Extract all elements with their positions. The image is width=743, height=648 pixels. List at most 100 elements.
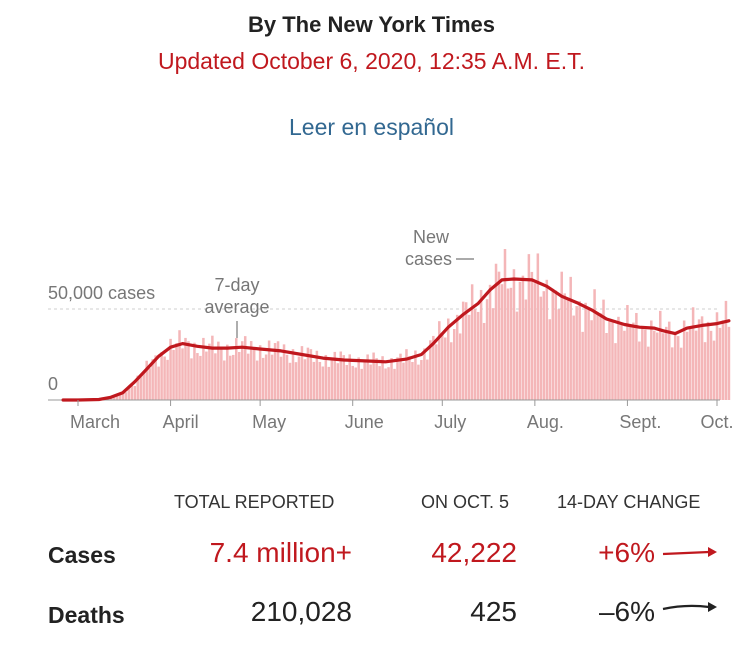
x-tick-label: June	[345, 412, 384, 432]
daily-case-bar	[363, 359, 366, 400]
daily-case-bar	[727, 326, 731, 400]
daily-case-bar	[575, 306, 578, 400]
daily-case-bar	[181, 348, 184, 400]
daily-case-bar	[452, 329, 456, 400]
daily-case-bar	[620, 325, 623, 400]
daily-case-bar	[246, 353, 250, 400]
daily-case-bar	[691, 307, 695, 400]
daily-case-bar	[339, 351, 343, 400]
spanish-link[interactable]: Leer en español	[289, 114, 454, 140]
daily-case-bar	[539, 296, 543, 400]
daily-case-bar	[560, 271, 563, 400]
daily-case-bar	[399, 353, 402, 400]
daily-case-bar	[467, 314, 471, 400]
daily-case-bar	[133, 386, 136, 400]
daily-case-bar	[551, 288, 555, 400]
daily-case-bar	[500, 284, 504, 400]
daily-case-bar	[420, 359, 423, 400]
daily-case-bar	[273, 343, 277, 400]
daily-case-bar	[148, 368, 151, 400]
daily-case-bar	[512, 269, 516, 400]
daily-case-bar	[682, 320, 686, 400]
daily-case-bar	[342, 355, 346, 400]
y-tick-label-zero: 0	[48, 374, 58, 394]
updated-timestamp: Updated October 6, 2020, 12:35 A.M. E.T.	[157, 48, 586, 74]
daily-case-bar	[178, 330, 181, 400]
daily-case-bar	[700, 316, 704, 400]
daily-case-bar	[423, 348, 426, 400]
daily-case-bar	[190, 358, 193, 400]
daily-case-bar	[121, 391, 125, 400]
daily-case-bar	[196, 353, 199, 400]
deaths-row-label: Deaths	[48, 602, 125, 628]
daily-case-bar	[130, 385, 134, 400]
daily-case-bar	[390, 358, 393, 400]
x-tick-label: Aug.	[527, 412, 564, 432]
daily-case-bar	[252, 349, 256, 400]
header-14-day-change: 14-DAY CHANGE	[557, 492, 701, 512]
daily-case-bar	[647, 346, 650, 400]
daily-case-bar	[279, 356, 283, 400]
daily-case-bar	[166, 359, 169, 400]
daily-case-bar	[623, 330, 626, 400]
x-tick-label: May	[252, 412, 286, 432]
x-tick-label: April	[163, 412, 199, 432]
daily-case-bar	[584, 302, 587, 400]
x-tick-label: March	[70, 412, 120, 432]
daily-case-bar	[402, 362, 405, 400]
daily-case-bar	[169, 338, 172, 400]
daily-case-bar	[217, 341, 220, 400]
daily-case-bar	[393, 368, 396, 400]
daily-case-bar	[396, 357, 399, 400]
daily-case-bar	[548, 319, 552, 400]
daily-case-bar	[321, 366, 325, 400]
daily-case-bar	[291, 349, 295, 400]
daily-case-bar	[644, 329, 647, 400]
daily-case-bar	[199, 355, 202, 400]
deaths-total: 210,028	[250, 596, 352, 627]
daily-case-bar	[405, 349, 408, 400]
daily-case-bar	[139, 376, 142, 400]
daily-case-bar	[306, 347, 310, 400]
daily-case-bar	[688, 328, 692, 400]
daily-case-bar	[656, 332, 659, 400]
daily-case-bar	[449, 342, 453, 400]
daily-case-bar	[718, 327, 722, 400]
daily-case-bar	[235, 338, 238, 400]
daily-case-bar	[315, 350, 319, 400]
daily-case-bar	[715, 312, 719, 400]
daily-case-bar	[187, 341, 190, 400]
daily-case-bar	[650, 320, 653, 400]
daily-case-bar	[267, 340, 271, 400]
daily-case-bar	[226, 344, 229, 400]
daily-case-bar	[659, 310, 662, 400]
daily-case-bar	[354, 367, 357, 400]
daily-case-bar	[679, 347, 683, 400]
daily-case-bar	[387, 367, 390, 400]
daily-case-bar	[327, 366, 331, 400]
daily-case-bar	[530, 271, 534, 400]
daily-case-bar	[497, 271, 501, 400]
daily-case-bar	[455, 314, 459, 400]
daily-case-bar	[661, 333, 665, 400]
daily-case-bar	[270, 354, 274, 400]
daily-case-bar	[432, 335, 435, 400]
daily-case-bar	[491, 308, 495, 400]
daily-case-bar	[545, 279, 549, 400]
daily-case-bar	[664, 326, 668, 400]
daily-case-bar	[324, 354, 328, 400]
daily-case-bar	[145, 360, 148, 400]
daily-case-bar	[330, 359, 334, 400]
deaths-trend-arrow-icon	[662, 602, 717, 612]
daily-case-bar	[703, 342, 707, 400]
daily-case-bar	[151, 359, 154, 400]
daily-case-bar	[414, 350, 417, 400]
daily-case-bar	[205, 351, 208, 400]
daily-case-bar	[303, 359, 307, 400]
cases-trend-arrow-icon	[662, 547, 717, 557]
daily-case-bar	[223, 360, 226, 400]
x-tick-label: Sept.	[619, 412, 661, 432]
daily-case-bar	[721, 320, 725, 400]
daily-case-bar	[629, 326, 632, 400]
daily-case-bar	[184, 337, 187, 400]
